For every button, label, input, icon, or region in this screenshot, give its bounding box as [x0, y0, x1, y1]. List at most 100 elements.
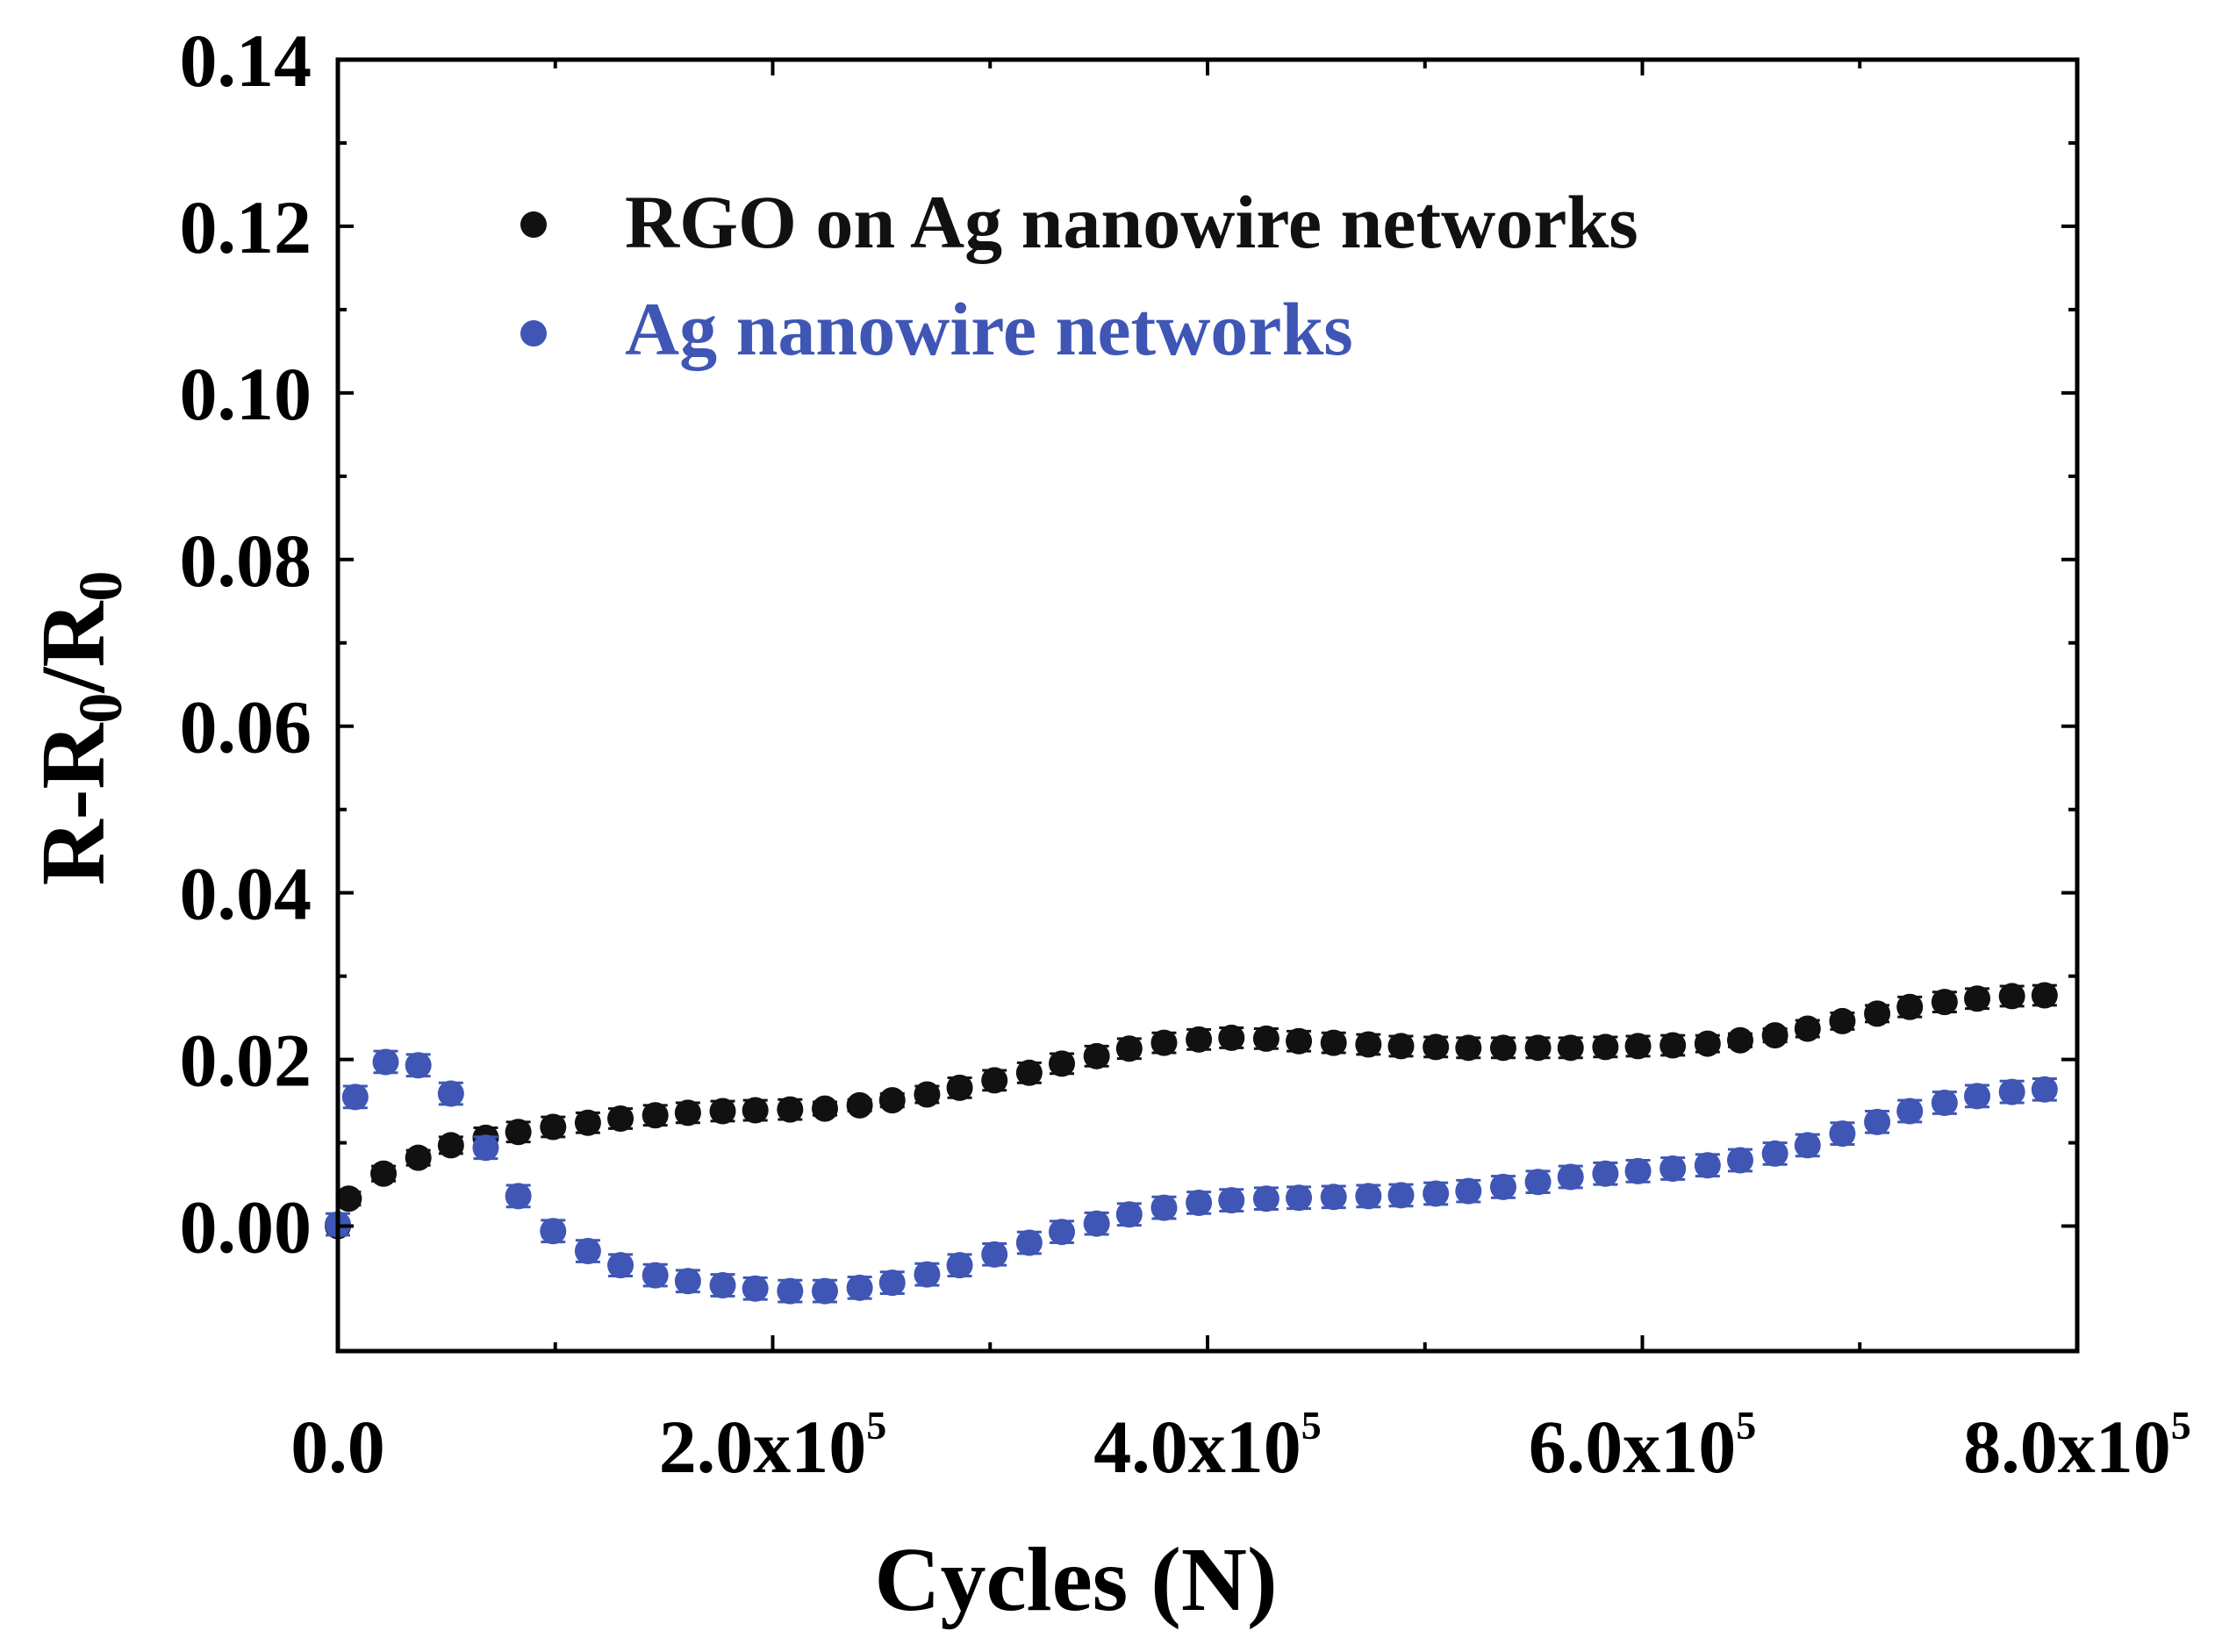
- data-point: [1557, 1163, 1584, 1191]
- data-point: [1049, 1050, 1076, 1077]
- data-point: [505, 1119, 532, 1146]
- data-point: [370, 1160, 398, 1187]
- data-point: [642, 1102, 669, 1129]
- data-point: [1726, 1147, 1753, 1174]
- legend-label-ag: Ag nanowire networks: [625, 287, 1353, 371]
- y-axis-title-main: R-R: [23, 722, 124, 886]
- data-point: [1524, 1034, 1552, 1062]
- data-point: [1455, 1177, 1482, 1205]
- y-tick-label: 0.00: [180, 1185, 312, 1269]
- data-point: [981, 1067, 1008, 1094]
- legend-marker-ag: [520, 320, 547, 347]
- data-point: [1726, 1026, 1753, 1054]
- data-point: [574, 1109, 601, 1136]
- data-point: [540, 1218, 567, 1245]
- data-point: [1931, 989, 1958, 1016]
- data-point: [1694, 1152, 1721, 1179]
- data-point: [1286, 1027, 1313, 1055]
- data-point: [1524, 1169, 1552, 1196]
- data-point: [1355, 1031, 1382, 1058]
- data-point: [1659, 1032, 1687, 1059]
- data-point: [709, 1271, 736, 1298]
- data-point: [1829, 1007, 1856, 1034]
- data-point: [1659, 1155, 1687, 1183]
- data-point: [1186, 1189, 1213, 1216]
- data-point: [1489, 1173, 1516, 1200]
- x-tick-label: 6.0x105: [1529, 1403, 1757, 1489]
- data-point: [742, 1097, 769, 1124]
- data-point: [405, 1144, 432, 1171]
- data-point: [1252, 1185, 1279, 1212]
- data-point: [1761, 1140, 1788, 1167]
- x-tick-label: 2.0x105: [659, 1403, 887, 1489]
- data-point: [341, 1083, 369, 1111]
- data-point: [1218, 1187, 1245, 1214]
- data-point: [1355, 1183, 1382, 1210]
- data-point: [981, 1241, 1008, 1268]
- data-point: [2031, 1076, 2058, 1103]
- data-point: [709, 1098, 736, 1125]
- data-point: [472, 1134, 499, 1162]
- data-point: [1761, 1022, 1788, 1049]
- data-point: [946, 1074, 973, 1101]
- data-point: [1150, 1029, 1178, 1056]
- series-ag: [325, 1048, 2058, 1305]
- data-point: [1624, 1157, 1652, 1184]
- data-point: [1387, 1182, 1415, 1209]
- x-tick-label: 0.0: [290, 1405, 385, 1489]
- data-point: [1320, 1029, 1347, 1056]
- data-point: [1423, 1180, 1450, 1207]
- y-tick-label: 0.10: [180, 352, 312, 436]
- data-point: [1964, 1083, 1991, 1110]
- y-tick-label: 0.14: [180, 18, 312, 103]
- data-point: [1387, 1033, 1415, 1060]
- data-point: [505, 1183, 532, 1210]
- x-tick-label: 8.0x105: [1963, 1403, 2191, 1489]
- y-tick-label: 0.12: [180, 185, 312, 269]
- data-point: [1455, 1034, 1482, 1062]
- data-point: [335, 1185, 362, 1212]
- data-point: [878, 1087, 906, 1114]
- y-axis-title: R-R0/R0: [23, 571, 135, 886]
- data-point: [1998, 983, 2025, 1010]
- data-point: [1083, 1042, 1110, 1069]
- x-axis-title: Cycles (N): [874, 1529, 1277, 1630]
- data-point: [1964, 985, 1991, 1012]
- legend-marker-rgo: [520, 211, 547, 238]
- plot-area: [325, 982, 2058, 1305]
- data-point: [540, 1113, 567, 1141]
- data-point: [777, 1277, 804, 1305]
- plot-frame: [335, 57, 2080, 1354]
- data-point: [1829, 1120, 1856, 1148]
- tick-labels: 0.00 0.02 0.04 0.06 0.08 0.10 0.12 0.14 0.0 2.0x1…: [180, 18, 2191, 1489]
- data-point: [811, 1277, 838, 1305]
- data-point: [607, 1105, 634, 1133]
- data-point: [1931, 1089, 1958, 1116]
- data-point: [846, 1091, 873, 1119]
- legend: RGO on Ag nanowire networks Ag nanowire …: [520, 180, 1638, 371]
- data-point: [742, 1275, 769, 1302]
- data-point: [1218, 1024, 1245, 1051]
- y-axis-title-mid: /R: [23, 600, 124, 695]
- data-point: [642, 1262, 669, 1289]
- data-point: [1049, 1219, 1076, 1246]
- data-point: [946, 1252, 973, 1279]
- data-point: [1015, 1059, 1043, 1086]
- data-point: [1320, 1184, 1347, 1211]
- y-axis-title-sub2: 0: [68, 571, 135, 602]
- data-point: [1150, 1194, 1178, 1221]
- data-point: [846, 1274, 873, 1301]
- data-point: [405, 1052, 432, 1079]
- data-point: [914, 1081, 941, 1108]
- data-point: [437, 1132, 464, 1159]
- data-point: [1592, 1033, 1619, 1061]
- data-point: [1015, 1229, 1043, 1256]
- data-point: [1115, 1035, 1143, 1062]
- data-point: [1557, 1034, 1584, 1062]
- series-rgo-ag: [325, 982, 2058, 1240]
- data-point: [1896, 993, 1924, 1020]
- data-point: [878, 1269, 906, 1297]
- data-point: [607, 1252, 634, 1279]
- data-point: [1694, 1030, 1721, 1057]
